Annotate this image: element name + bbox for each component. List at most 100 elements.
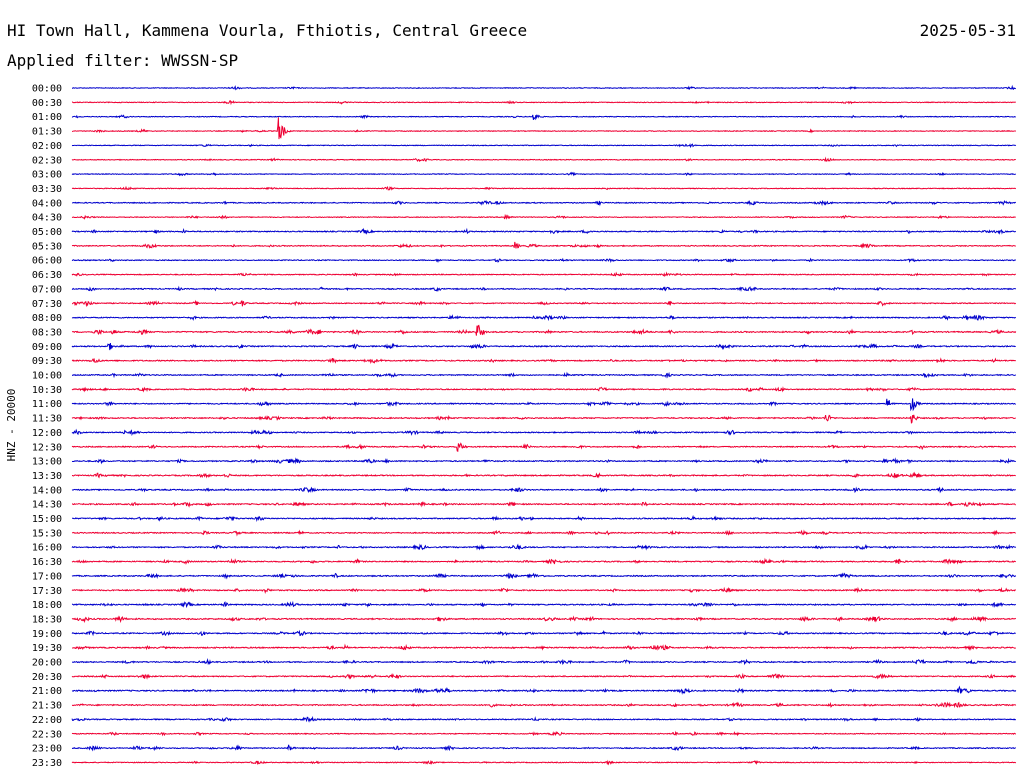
row-time-label: 11:30 [32,414,62,425]
row-time-label: 17:00 [32,571,62,582]
trace-line [71,701,1017,709]
row-time-label: 20:30 [32,672,62,683]
row-time-label: 23:30 [32,758,62,769]
trace-line [71,730,1017,737]
trace-line [71,257,1017,264]
trace-line [71,285,1017,292]
row-time-label: 19:30 [32,643,62,654]
row-time-label: 23:00 [32,744,62,755]
row-time-label: 21:30 [32,701,62,712]
trace-line [71,744,1016,752]
trace-line [71,117,1017,140]
trace-line [71,615,1017,624]
trace-line [71,543,1017,551]
trace-line [71,299,1017,308]
trace-line [71,657,1017,666]
row-time-label: 03:30 [32,184,62,195]
chart-subtitle: Applied filter: WWSSN-SP [7,51,238,70]
row-time-label: 16:30 [32,557,62,568]
trace-line [71,643,1017,651]
row-time-label: 02:30 [32,155,62,166]
trace-line [71,357,1016,364]
row-time-label: 00:30 [32,98,62,109]
row-time-label: 08:00 [32,313,62,324]
trace-line [71,759,1017,766]
row-time-label: 18:30 [32,614,62,625]
row-time-label: 20:00 [32,658,62,669]
row-time-label: 14:30 [32,500,62,511]
trace-line [71,486,1016,494]
trace-line [71,442,1017,452]
row-time-label: 15:30 [32,528,62,539]
row-time-label: 12:00 [32,428,62,439]
trace-line [71,156,1016,163]
chart-title: HI Town Hall, Kammena Vourla, Fthiotis, … [7,21,527,40]
trace-line [71,414,1016,424]
trace-line [71,471,1016,479]
trace-line [71,371,1017,379]
row-time-label: 01:00 [32,112,62,123]
row-time-label: 09:30 [32,356,62,367]
trace-line [71,600,1017,609]
trace-line [71,715,1017,723]
trace-line [71,171,1016,177]
trace-line [71,227,1017,235]
row-time-label: 01:30 [32,127,62,138]
row-time-label: 03:00 [32,170,62,181]
trace-line [71,514,1016,522]
row-time-label: 13:30 [32,471,62,482]
row-time-label: 10:00 [32,371,62,382]
trace-line [71,143,1017,149]
row-time-label: 09:00 [32,342,62,353]
trace-line [71,114,1016,121]
trace-line [71,241,1016,249]
trace-line [71,213,1016,220]
trace-line [71,586,1016,595]
row-time-label: 16:00 [32,543,62,554]
chart-date: 2025-05-31 [920,21,1016,40]
row-time-label: 17:30 [32,586,62,597]
trace-line [71,529,1016,537]
row-time-label: 13:00 [32,457,62,468]
row-time-label: 14:00 [32,485,62,496]
trace-line [71,501,1016,508]
trace-rows: 00:00 00:30 01:00 01:30 02:00 02:30 03:00 03:30… [32,84,1017,769]
trace-line [71,557,1016,565]
row-time-label: 18:00 [32,600,62,611]
row-time-label: 05:30 [32,241,62,252]
trace-line [71,84,1017,91]
row-time-label: 06:30 [32,270,62,281]
trace-line [71,457,1016,465]
trace-line [71,199,1017,207]
trace-line [71,342,1016,351]
row-time-label: 12:30 [32,442,62,453]
trace-line [71,629,1016,637]
row-time-label: 15:00 [32,514,62,525]
row-time-label: 08:30 [32,327,62,338]
row-time-label: 04:30 [32,213,62,224]
row-time-label: 11:00 [32,399,62,410]
trace-line [71,386,1016,393]
trace-line [71,428,1017,437]
trace-line [71,185,1017,191]
trace-line [71,685,1017,695]
row-time-label: 07:00 [32,284,62,295]
trace-line [71,314,1017,322]
row-time-label: 05:00 [32,227,62,238]
trace-line [71,572,1017,580]
trace-line [71,99,1016,106]
trace-line [71,672,1017,680]
row-time-label: 22:30 [32,729,62,740]
trace-line [71,324,1017,336]
row-time-label: 00:00 [32,84,62,95]
row-time-label: 19:00 [32,629,62,640]
row-time-label: 10:30 [32,385,62,396]
trace-line [71,271,1016,278]
row-time-label: 04:00 [32,198,62,209]
row-time-label: 02:00 [32,141,62,152]
row-time-label: 22:00 [32,715,62,726]
trace-line [71,398,1016,412]
y-axis-label: HNZ - 20000 [5,389,18,462]
row-time-label: 06:00 [32,256,62,267]
